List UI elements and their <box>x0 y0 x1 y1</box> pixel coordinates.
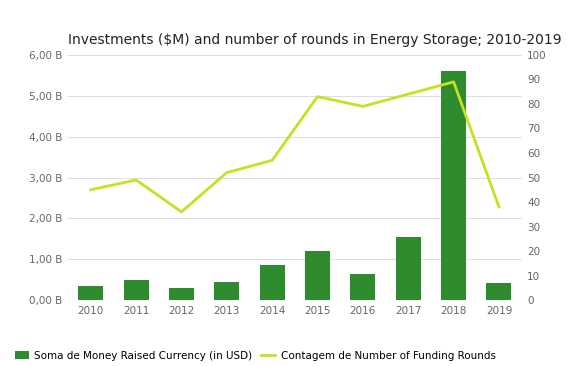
Contagem de Number of Funding Rounds <box>450 80 457 84</box>
Bar <box>486 283 511 300</box>
Bar <box>169 288 194 300</box>
Contagem de Number of Funding Rounds <box>178 210 185 214</box>
Bar <box>350 273 375 300</box>
Contagem de Number of Funding Rounds <box>269 158 276 163</box>
Bar <box>214 282 239 300</box>
Bar <box>124 280 149 300</box>
Contagem de Number of Funding Rounds <box>496 205 502 209</box>
Contagem de Number of Funding Rounds <box>133 178 139 182</box>
Legend: Soma de Money Raised Currency (in USD), Contagem de Number of Funding Rounds: Soma de Money Raised Currency (in USD), … <box>15 351 496 361</box>
Line: Contagem de Number of Funding Rounds: Contagem de Number of Funding Rounds <box>91 82 499 212</box>
Bar <box>260 265 285 300</box>
Contagem de Number of Funding Rounds <box>359 104 366 109</box>
Bar <box>305 251 330 300</box>
Contagem de Number of Funding Rounds <box>87 187 94 192</box>
Contagem de Number of Funding Rounds <box>314 94 321 99</box>
Bar <box>78 286 103 300</box>
Contagem de Number of Funding Rounds <box>223 171 230 175</box>
Text: Investments ($M) and number of rounds in Energy Storage; 2010-2019: Investments ($M) and number of rounds in… <box>68 33 562 47</box>
Contagem de Number of Funding Rounds <box>405 92 412 96</box>
Bar <box>441 71 466 300</box>
Bar <box>396 237 421 300</box>
